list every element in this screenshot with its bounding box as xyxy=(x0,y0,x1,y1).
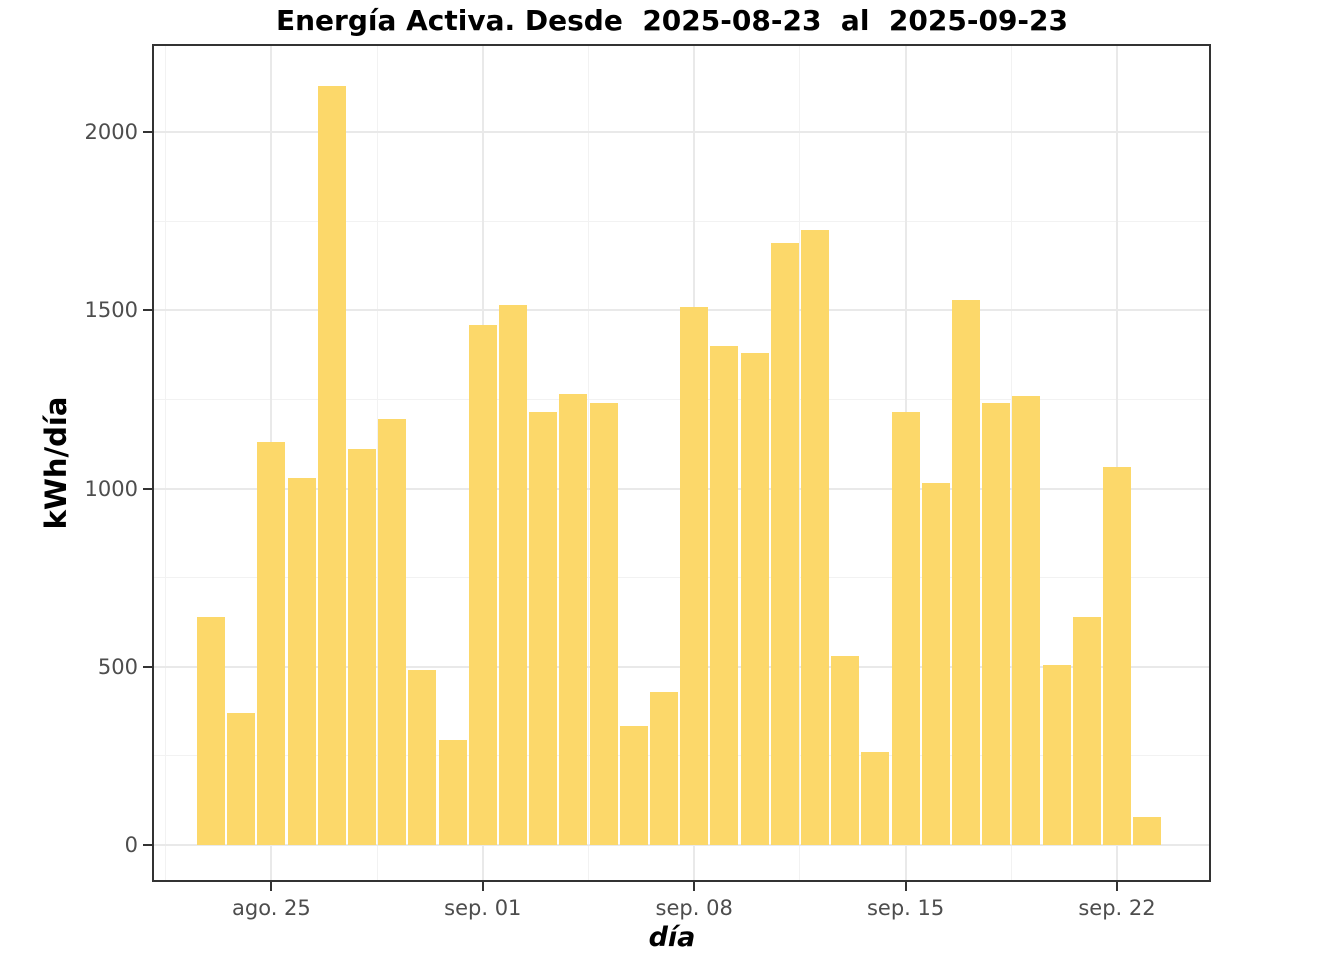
x-tick-label: sep. 22 xyxy=(1078,896,1156,920)
bar xyxy=(347,449,377,845)
gridline-major-y xyxy=(152,844,1211,846)
gridline-major-y xyxy=(152,131,1211,133)
bar xyxy=(227,713,256,845)
x-tick-label: sep. 01 xyxy=(444,896,522,920)
bar xyxy=(649,691,679,845)
bar xyxy=(1012,395,1041,845)
y-tick-label: 1500 xyxy=(84,298,138,323)
bar xyxy=(680,306,709,845)
bar xyxy=(529,411,558,845)
bar xyxy=(1042,665,1071,845)
bar xyxy=(921,483,950,845)
gridline-minor-x xyxy=(1010,44,1012,882)
tick-mark xyxy=(1116,882,1118,891)
bar xyxy=(559,394,588,845)
tick-mark xyxy=(143,131,152,133)
tick-mark xyxy=(481,882,484,891)
gridline-major-x xyxy=(1116,44,1118,882)
y-tick-label: 2000 xyxy=(84,120,138,144)
x-tick-label: sep. 15 xyxy=(866,896,945,920)
gridline-minor-x xyxy=(376,44,378,882)
bar xyxy=(498,304,528,845)
bar xyxy=(1072,616,1101,845)
bar xyxy=(378,419,407,845)
bar xyxy=(740,353,769,845)
tick-mark xyxy=(270,882,273,891)
x-tick-label: ago. 25 xyxy=(232,896,311,920)
bar xyxy=(287,477,316,845)
bar xyxy=(1133,816,1162,845)
bar xyxy=(1102,467,1132,845)
bar xyxy=(831,656,860,845)
gridline-minor-x xyxy=(799,44,801,882)
bar xyxy=(982,402,1011,845)
gridline-minor-y xyxy=(152,220,1211,222)
bar xyxy=(770,242,799,845)
y-tick-label: 1000 xyxy=(84,476,138,501)
plot-panel xyxy=(152,44,1211,882)
bar xyxy=(468,324,497,845)
tick-mark xyxy=(143,487,152,490)
bar xyxy=(710,345,739,845)
y-tick-label: 0 xyxy=(124,833,138,857)
tick-mark xyxy=(693,882,696,891)
gridline-minor-x xyxy=(165,44,167,882)
tick-mark xyxy=(143,309,152,312)
bar xyxy=(257,442,286,845)
tick-mark xyxy=(904,882,907,891)
bar xyxy=(891,411,920,845)
x-tick-label: sep. 08 xyxy=(655,896,733,920)
gridline-minor-x xyxy=(588,44,589,882)
y-tick-label: 500 xyxy=(97,654,138,679)
tick-mark xyxy=(143,665,152,668)
bar xyxy=(589,402,618,845)
x-axis-title: día xyxy=(648,922,696,953)
bar xyxy=(619,725,648,845)
bar xyxy=(951,299,981,845)
bar xyxy=(317,85,346,845)
bar xyxy=(861,752,890,845)
tick-mark xyxy=(143,844,152,846)
bar xyxy=(196,616,226,845)
y-axis-title: kWh/día xyxy=(39,396,73,530)
chart-title: Energía Activa. Desde 2025-08-23 al 2025… xyxy=(275,4,1069,37)
bar xyxy=(800,230,830,845)
bar xyxy=(438,739,467,845)
bar xyxy=(408,670,437,845)
